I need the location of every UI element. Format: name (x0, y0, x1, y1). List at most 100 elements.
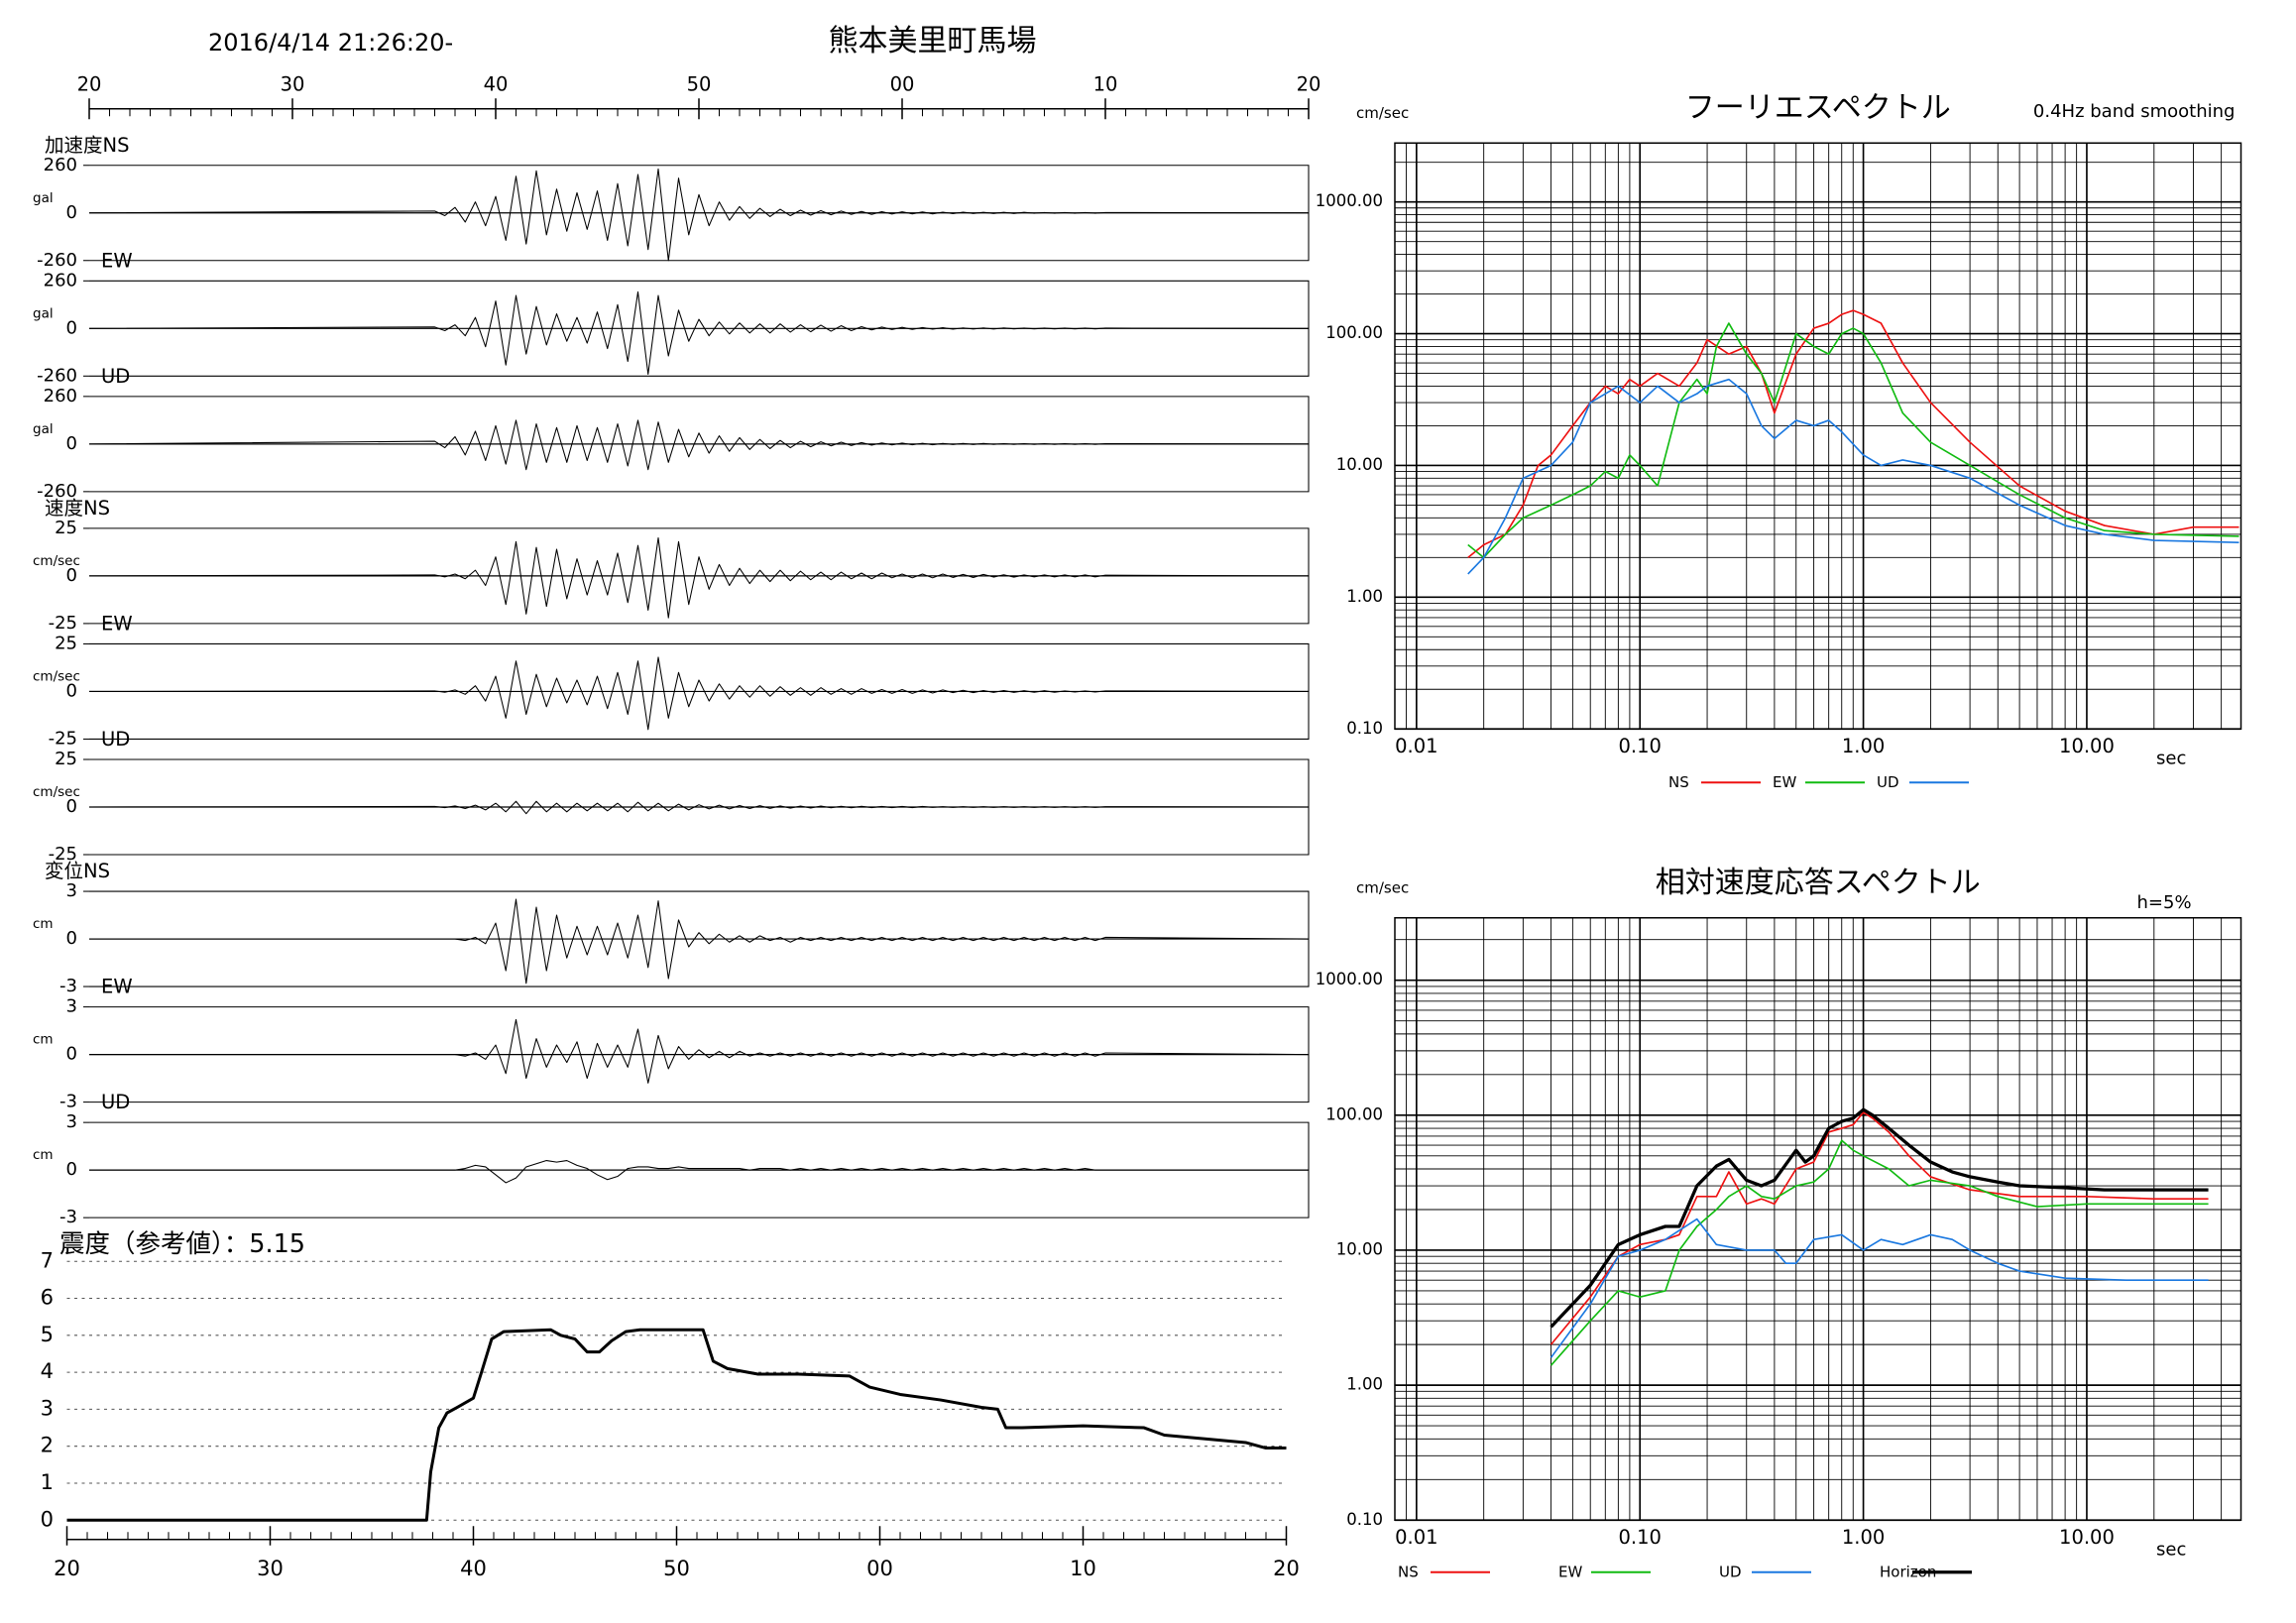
unit-label: cm (33, 916, 54, 932)
y-tick-label: 1000.00 (1316, 191, 1383, 210)
y-tick-label: 10.00 (1336, 1239, 1383, 1258)
unit-label: gal (33, 190, 54, 206)
legend-label: EW (1773, 773, 1796, 791)
x-axis-label: sec (2156, 1539, 2186, 1560)
y-tick-label: 0 (66, 1044, 77, 1065)
y-tick-label: 1 (41, 1470, 54, 1494)
legend-label: NS (1398, 1563, 1419, 1580)
y-tick-label: 100.00 (1325, 1104, 1383, 1123)
x-tick-label: 10.00 (2059, 1526, 2115, 1549)
y-tick-label: 0 (66, 565, 77, 586)
chart-subtitle: 0.4Hz band smoothing (2033, 101, 2236, 122)
series-line (1550, 1139, 2209, 1366)
x-tick-label: 0.01 (1395, 735, 1437, 757)
y-tick-label: 3 (66, 996, 77, 1017)
y-tick-label: 260 (44, 386, 77, 406)
x-tick-label: 40 (484, 72, 509, 95)
x-tick-label: 0.01 (1395, 1526, 1437, 1549)
y-tick-label: 7 (41, 1248, 54, 1272)
panel-label: 変位NS (45, 860, 110, 882)
chart-title: 相対速度応答スペクトル (1656, 866, 1981, 900)
y-tick-label: 0 (66, 202, 77, 223)
y-tick-label: -3 (59, 976, 77, 996)
x-tick-label: 20 (77, 72, 102, 95)
y-tick-label: 0 (66, 796, 77, 817)
x-tick-label: 1.00 (1842, 735, 1885, 757)
y-tick-label: 0.10 (1346, 719, 1383, 738)
legend-label: UD (1877, 773, 1899, 791)
chart-title: 震度（参考値）：5.15 (59, 1229, 305, 1259)
x-tick-label: 00 (890, 72, 915, 95)
unit-label: gal (33, 305, 54, 321)
y-tick-label: -25 (49, 613, 77, 634)
panel-label: EW (101, 612, 133, 635)
y-tick-label: 25 (55, 518, 77, 538)
y-tick-label: 0 (66, 433, 77, 454)
y-tick-label: 3 (66, 880, 77, 901)
y-tick-label: 4 (41, 1359, 54, 1383)
y-tick-label: 3 (66, 1111, 77, 1132)
panel-label: 速度NS (45, 497, 110, 520)
waveform-trace (89, 898, 1310, 985)
x-tick-label: 30 (257, 1557, 284, 1580)
x-tick-label: 10 (1070, 1557, 1096, 1580)
chart-title: フーリエスペクトル (1685, 90, 1951, 125)
y-tick-label: -25 (49, 728, 77, 749)
x-tick-label: 30 (281, 72, 305, 95)
chart-note: h=5% (2137, 892, 2192, 913)
y-tick-label: 10.00 (1336, 455, 1383, 474)
legend-label: UD (1719, 1563, 1742, 1580)
y-tick-label: -260 (37, 250, 77, 271)
y-tick-label: 1000.00 (1316, 970, 1383, 988)
waveform-trace (89, 1018, 1310, 1084)
y-tick-label: 1.00 (1346, 1375, 1383, 1394)
x-tick-label: 0.10 (1618, 1526, 1661, 1549)
y-tick-label: -260 (37, 481, 77, 502)
unit-label: gal (33, 421, 54, 437)
y-axis-label: cm/sec (1356, 878, 1409, 896)
y-tick-label: -3 (59, 1207, 77, 1227)
panel-label: EW (101, 976, 133, 998)
unit-label: cm/sec (33, 784, 80, 800)
waveform-trace (88, 168, 1310, 262)
x-axis-label: sec (2156, 748, 2186, 768)
y-tick-label: 2 (41, 1434, 54, 1457)
legend-label: Horizon (1880, 1563, 1936, 1580)
y-tick-label: 100.00 (1325, 323, 1383, 342)
unit-label: cm/sec (33, 553, 80, 569)
legend-label: NS (1668, 773, 1689, 791)
waveform-trace (88, 419, 1310, 471)
unit-label: cm (33, 1147, 54, 1163)
x-tick-label: 1.00 (1842, 1526, 1885, 1549)
y-tick-label: 0 (66, 317, 77, 338)
waveform-trace (89, 1160, 1309, 1184)
unit-label: cm (33, 1032, 54, 1048)
waveform-trace (88, 656, 1310, 731)
x-tick-label: 50 (663, 1557, 690, 1580)
panel-label: UD (101, 728, 130, 751)
y-tick-label: -260 (37, 365, 77, 386)
x-tick-label: 50 (687, 72, 712, 95)
record-date: 2016/4/14 21:26:20- (208, 29, 453, 57)
y-tick-label: 6 (41, 1286, 54, 1310)
panel-label: 加速度NS (45, 134, 129, 157)
y-tick-label: -25 (49, 844, 77, 865)
series-line (1467, 309, 2239, 558)
y-tick-label: 0 (66, 680, 77, 701)
x-tick-label: 10.00 (2059, 735, 2115, 757)
y-tick-label: 0.10 (1346, 1510, 1383, 1529)
waveform-trace (88, 800, 1310, 815)
intensity-line (66, 1328, 1287, 1522)
y-tick-label: 3 (41, 1396, 54, 1420)
x-tick-label: 10 (1093, 72, 1118, 95)
x-tick-label: 20 (1273, 1557, 1300, 1580)
y-tick-label: 0 (66, 1159, 77, 1180)
y-tick-label: 0 (66, 928, 77, 949)
panel-label: UD (101, 1091, 130, 1113)
waveform-trace (88, 536, 1310, 619)
x-tick-label: 0.10 (1618, 735, 1661, 757)
station-title: 熊本美里町馬場 (829, 24, 1037, 58)
y-tick-label: 0 (41, 1507, 54, 1531)
